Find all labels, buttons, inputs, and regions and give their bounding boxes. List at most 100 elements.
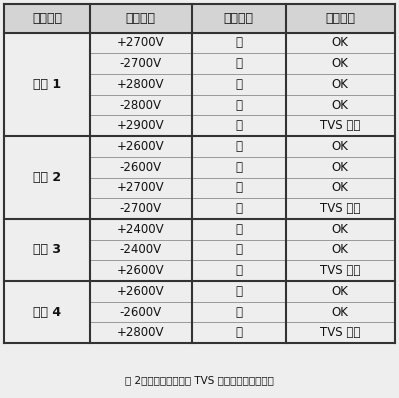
Text: +2700V: +2700V <box>117 37 165 49</box>
Bar <box>90 157 192 178</box>
Text: OK: OK <box>332 285 349 298</box>
Text: 无: 无 <box>235 57 242 70</box>
Bar <box>286 198 395 219</box>
Text: 测试结果: 测试结果 <box>325 12 355 25</box>
Text: OK: OK <box>332 181 349 194</box>
Polygon shape <box>40 147 95 235</box>
Bar <box>286 322 395 343</box>
Text: 无: 无 <box>235 99 242 111</box>
Bar <box>90 136 192 157</box>
Text: -2600V: -2600V <box>120 306 162 318</box>
Bar <box>192 281 286 302</box>
Text: OK: OK <box>332 78 349 91</box>
Text: 无: 无 <box>235 285 242 298</box>
Bar <box>90 74 192 95</box>
Bar <box>90 302 192 322</box>
Bar <box>90 115 192 136</box>
Text: OK: OK <box>332 306 349 318</box>
Text: 端口 2: 端口 2 <box>33 171 61 184</box>
Text: 无: 无 <box>235 202 242 215</box>
Bar <box>192 240 286 260</box>
Bar <box>90 4 192 33</box>
Bar <box>192 115 286 136</box>
Bar <box>286 219 395 240</box>
Bar <box>90 95 192 115</box>
Text: 端口 1: 端口 1 <box>33 78 61 91</box>
Text: 无: 无 <box>235 326 242 339</box>
Bar <box>286 4 395 33</box>
Text: OK: OK <box>332 37 349 49</box>
Bar <box>286 33 395 53</box>
Bar <box>90 219 192 240</box>
Bar <box>192 302 286 322</box>
Text: 测试电压: 测试电压 <box>126 12 156 25</box>
Bar <box>286 240 395 260</box>
Bar <box>90 281 192 302</box>
Text: -2600V: -2600V <box>120 161 162 174</box>
Text: 端口 4: 端口 4 <box>33 306 61 318</box>
Text: TVS 损坏: TVS 损坏 <box>320 264 360 277</box>
Bar <box>286 281 395 302</box>
Bar <box>286 178 395 198</box>
Text: 无: 无 <box>235 264 242 277</box>
Text: OK: OK <box>332 99 349 111</box>
Bar <box>4 136 90 219</box>
Bar <box>286 302 395 322</box>
Bar <box>192 219 286 240</box>
Bar <box>90 322 192 343</box>
Text: 无: 无 <box>235 119 242 132</box>
Bar <box>192 178 286 198</box>
Text: TVS 损坏: TVS 损坏 <box>320 326 360 339</box>
Bar <box>192 322 286 343</box>
Bar <box>192 95 286 115</box>
Text: OK: OK <box>332 223 349 236</box>
Bar <box>286 115 395 136</box>
Bar <box>286 260 395 281</box>
Bar <box>90 53 192 74</box>
Text: -2700V: -2700V <box>120 202 162 215</box>
Bar <box>4 281 90 343</box>
Bar <box>90 260 192 281</box>
Text: +2600V: +2600V <box>117 285 165 298</box>
Text: +2900V: +2900V <box>117 119 165 132</box>
Bar <box>90 178 192 198</box>
Bar <box>286 136 395 157</box>
Bar <box>192 33 286 53</box>
Bar <box>286 95 395 115</box>
Text: 无: 无 <box>235 223 242 236</box>
Text: -2700V: -2700V <box>120 57 162 70</box>
Text: +2800V: +2800V <box>117 326 165 339</box>
Text: 端口 3: 端口 3 <box>33 244 61 256</box>
Text: 表 2：保护电阻放置在 TVS 管的后面的测试数据: 表 2：保护电阻放置在 TVS 管的后面的测试数据 <box>125 375 274 385</box>
Text: +2700V: +2700V <box>117 181 165 194</box>
Bar <box>286 157 395 178</box>
Text: 测试端口: 测试端口 <box>32 12 62 25</box>
Bar <box>90 240 192 260</box>
Bar <box>192 4 286 33</box>
Bar <box>4 33 90 136</box>
Text: +2400V: +2400V <box>117 223 165 236</box>
Text: -2400V: -2400V <box>120 244 162 256</box>
Bar <box>4 219 90 281</box>
Text: -2800V: -2800V <box>120 99 162 111</box>
Text: 无: 无 <box>235 140 242 153</box>
Text: 测试现象: 测试现象 <box>223 12 254 25</box>
Text: TVS 损坏: TVS 损坏 <box>320 119 360 132</box>
Text: OK: OK <box>332 244 349 256</box>
Text: +2600V: +2600V <box>117 264 165 277</box>
Text: 无: 无 <box>235 244 242 256</box>
Bar <box>4 4 90 33</box>
Bar <box>192 260 286 281</box>
Text: 无: 无 <box>235 306 242 318</box>
Text: OK: OK <box>332 161 349 174</box>
Polygon shape <box>263 235 312 306</box>
Text: 无: 无 <box>235 78 242 91</box>
Text: 无: 无 <box>235 161 242 174</box>
Text: TVS 损坏: TVS 损坏 <box>320 202 360 215</box>
Bar <box>192 198 286 219</box>
Bar <box>192 136 286 157</box>
Bar <box>192 53 286 74</box>
Bar <box>90 33 192 53</box>
Bar <box>286 74 395 95</box>
Bar <box>192 157 286 178</box>
